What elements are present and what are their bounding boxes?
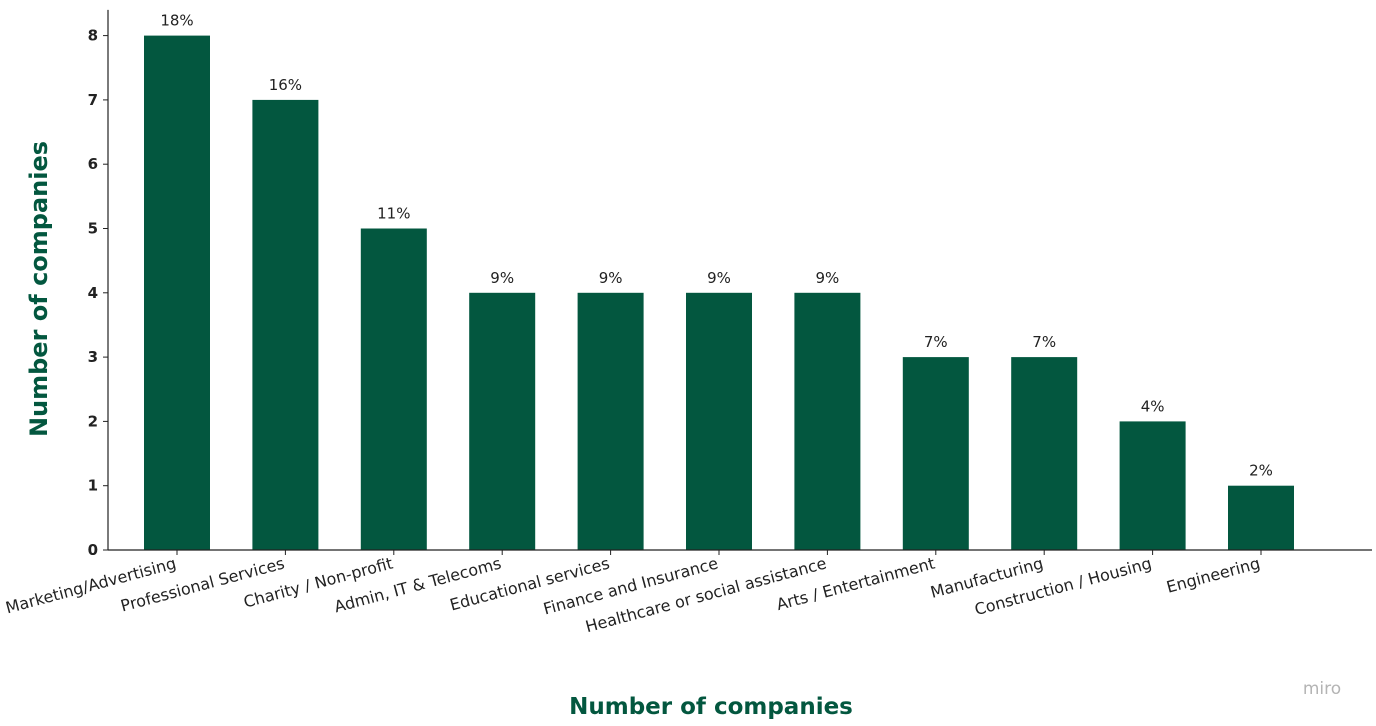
data-labels-layer: 18% 16% 11% 9% 9% 9% 9% 7% 7% 4% 2% bbox=[160, 12, 1273, 480]
data-label-5: 9% bbox=[707, 269, 731, 287]
bar-8 bbox=[1011, 357, 1078, 550]
y-tick-label-3: 3 bbox=[88, 348, 98, 366]
y-tick-label-6: 6 bbox=[88, 155, 98, 173]
data-label-10: 2% bbox=[1249, 462, 1273, 480]
bar-9 bbox=[1119, 421, 1186, 550]
bar-2 bbox=[360, 228, 427, 550]
y-tick-label-0: 0 bbox=[88, 541, 98, 559]
data-label-6: 9% bbox=[816, 269, 840, 287]
watermark-text: miro bbox=[1303, 679, 1341, 699]
x-tick-label-9: Construction / Housing bbox=[972, 554, 1153, 620]
bar-6 bbox=[794, 292, 861, 550]
bar-5 bbox=[686, 292, 752, 550]
y-tick-label-7: 7 bbox=[88, 91, 98, 109]
bar-3 bbox=[469, 292, 536, 550]
bar-4 bbox=[577, 292, 644, 550]
y-tick-label-5: 5 bbox=[88, 220, 98, 238]
y-tick-label-4: 4 bbox=[88, 284, 98, 302]
data-label-8: 7% bbox=[1032, 333, 1056, 351]
data-label-7: 7% bbox=[924, 333, 948, 351]
x-tick-label-10: Engineering bbox=[1164, 554, 1262, 597]
bar-7 bbox=[902, 357, 969, 550]
data-label-9: 4% bbox=[1141, 397, 1165, 415]
data-label-1: 16% bbox=[269, 76, 302, 94]
bar-1 bbox=[252, 99, 319, 551]
bars-layer bbox=[144, 35, 1294, 551]
data-label-3: 9% bbox=[490, 269, 514, 287]
y-tick-label-8: 8 bbox=[88, 27, 98, 45]
y-ticks-layer: 0 1 2 3 4 5 6 7 8 bbox=[88, 27, 108, 559]
data-label-4: 9% bbox=[599, 269, 623, 287]
data-label-0: 18% bbox=[160, 12, 193, 30]
x-axis-title: Number of companies bbox=[569, 694, 853, 720]
y-axis-title: Number of companies bbox=[25, 141, 53, 437]
y-tick-label-2: 2 bbox=[88, 412, 98, 430]
y-tick-label-1: 1 bbox=[88, 477, 98, 495]
bar-10 bbox=[1228, 485, 1294, 550]
bar-0 bbox=[144, 35, 210, 551]
data-label-2: 11% bbox=[377, 205, 410, 223]
